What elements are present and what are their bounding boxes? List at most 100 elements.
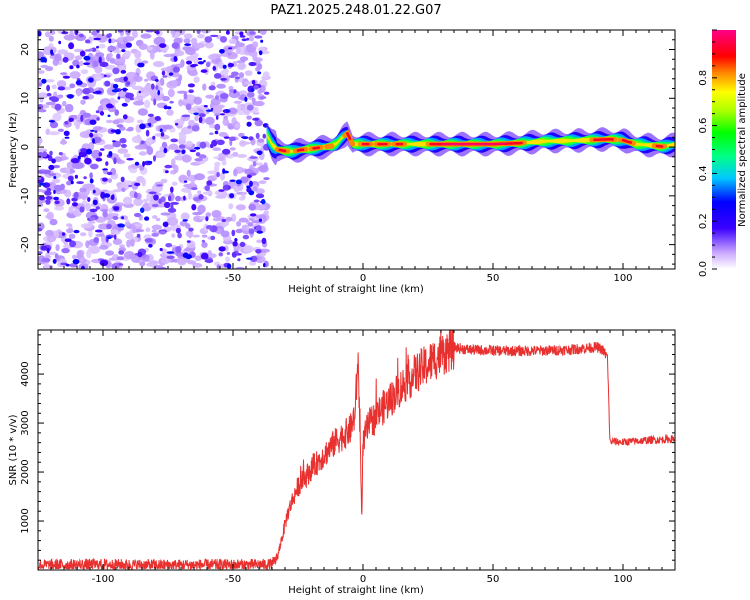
noise-blob xyxy=(60,183,65,190)
noise-blob xyxy=(46,84,50,92)
noise-blob xyxy=(121,187,126,192)
noise-blob xyxy=(210,81,216,87)
noise-core xyxy=(159,247,163,252)
noise-blob xyxy=(190,181,196,186)
noise-blob xyxy=(171,158,176,167)
noise-blob xyxy=(69,71,81,79)
noise-blob xyxy=(91,30,98,36)
signal-peak-segment xyxy=(296,148,305,152)
noise-blob xyxy=(164,164,173,169)
noise-blob xyxy=(100,191,106,199)
noise-blob xyxy=(249,172,257,176)
noise-blob xyxy=(136,233,141,238)
noise-blob xyxy=(75,122,80,130)
noise-blob xyxy=(254,100,265,107)
noise-blob xyxy=(44,190,52,196)
colorbar-label: Normalized spectral amplitude xyxy=(737,73,748,227)
snr-x-tick-label: 50 xyxy=(487,574,500,585)
noise-blob xyxy=(238,196,245,201)
noise-blob xyxy=(177,232,182,239)
noise-blob xyxy=(131,135,143,144)
noise-blob xyxy=(45,196,53,200)
noise-blob xyxy=(68,233,76,239)
noise-blob xyxy=(117,91,126,97)
noise-blob xyxy=(125,231,134,240)
noise-blob xyxy=(144,78,149,82)
noise-blob xyxy=(222,148,231,155)
noise-blob xyxy=(220,78,228,81)
noise-blob xyxy=(133,75,143,83)
noise-blob xyxy=(76,181,84,185)
noise-blob xyxy=(57,49,68,55)
noise-core xyxy=(102,177,108,182)
noise-blob xyxy=(241,38,247,42)
noise-blob xyxy=(116,124,124,128)
noise-blob xyxy=(99,61,109,68)
noise-core xyxy=(166,251,175,254)
noise-blob xyxy=(48,131,60,136)
noise-blob xyxy=(49,218,58,226)
noise-blob xyxy=(74,174,78,179)
noise-blob xyxy=(153,98,157,106)
noise-core xyxy=(197,57,203,61)
noise-core xyxy=(226,263,232,269)
noise-blob xyxy=(222,118,230,127)
noise-blob xyxy=(112,238,123,245)
noise-core xyxy=(121,216,124,220)
noise-blob xyxy=(171,181,178,186)
noise-blob xyxy=(61,31,69,35)
noise-core xyxy=(225,30,230,35)
noise-blob xyxy=(175,251,184,257)
noise-blob xyxy=(154,116,161,121)
noise-blob xyxy=(38,82,43,86)
noise-blob xyxy=(193,173,206,181)
noise-core xyxy=(219,49,225,54)
noise-blob xyxy=(178,144,186,149)
noise-blob xyxy=(185,103,192,111)
noise-core xyxy=(100,148,105,151)
noise-blob xyxy=(161,141,168,149)
noise-blob xyxy=(219,36,228,43)
noise-blob xyxy=(197,190,202,195)
noise-blob xyxy=(249,31,256,35)
noise-blob xyxy=(99,111,105,116)
noise-blob xyxy=(246,115,252,120)
noise-blob xyxy=(223,47,229,52)
noise-blob xyxy=(96,117,100,121)
noise-blob xyxy=(186,169,191,177)
noise-core xyxy=(103,74,107,78)
noise-blob xyxy=(153,155,156,162)
noise-blob xyxy=(205,212,212,217)
noise-blob xyxy=(248,61,257,67)
noise-blob xyxy=(134,50,142,59)
noise-blob xyxy=(178,133,187,141)
noise-blob xyxy=(54,253,59,259)
noise-blob xyxy=(134,182,141,187)
noise-blob xyxy=(229,89,234,93)
spectrogram-x-tick-label: -50 xyxy=(225,273,241,284)
noise-blob xyxy=(210,97,221,106)
noise-core xyxy=(89,178,94,184)
noise-blob xyxy=(206,180,213,186)
noise-blob xyxy=(208,85,216,91)
noise-core xyxy=(258,218,263,222)
noise-blob xyxy=(239,90,248,95)
spectrogram-y-tick-label: 20 xyxy=(20,43,31,56)
noise-blob xyxy=(194,115,199,122)
noise-blob xyxy=(74,30,79,36)
noise-core xyxy=(240,136,249,139)
noise-blob xyxy=(165,243,173,248)
noise-blob xyxy=(228,38,237,44)
spectrogram-y-tick-label: 0 xyxy=(20,144,31,150)
spectrogram-x-tick-label: 50 xyxy=(487,273,500,284)
noise-blob xyxy=(254,119,263,127)
noise-blob xyxy=(148,191,157,195)
noise-core xyxy=(163,105,168,110)
noise-core xyxy=(139,123,146,130)
noise-blob xyxy=(54,53,62,62)
noise-blob xyxy=(41,257,51,263)
noise-blob xyxy=(105,74,111,78)
spectrogram-y-tick-label: 10 xyxy=(20,92,31,105)
noise-blob xyxy=(208,54,217,60)
noise-blob xyxy=(132,225,137,234)
